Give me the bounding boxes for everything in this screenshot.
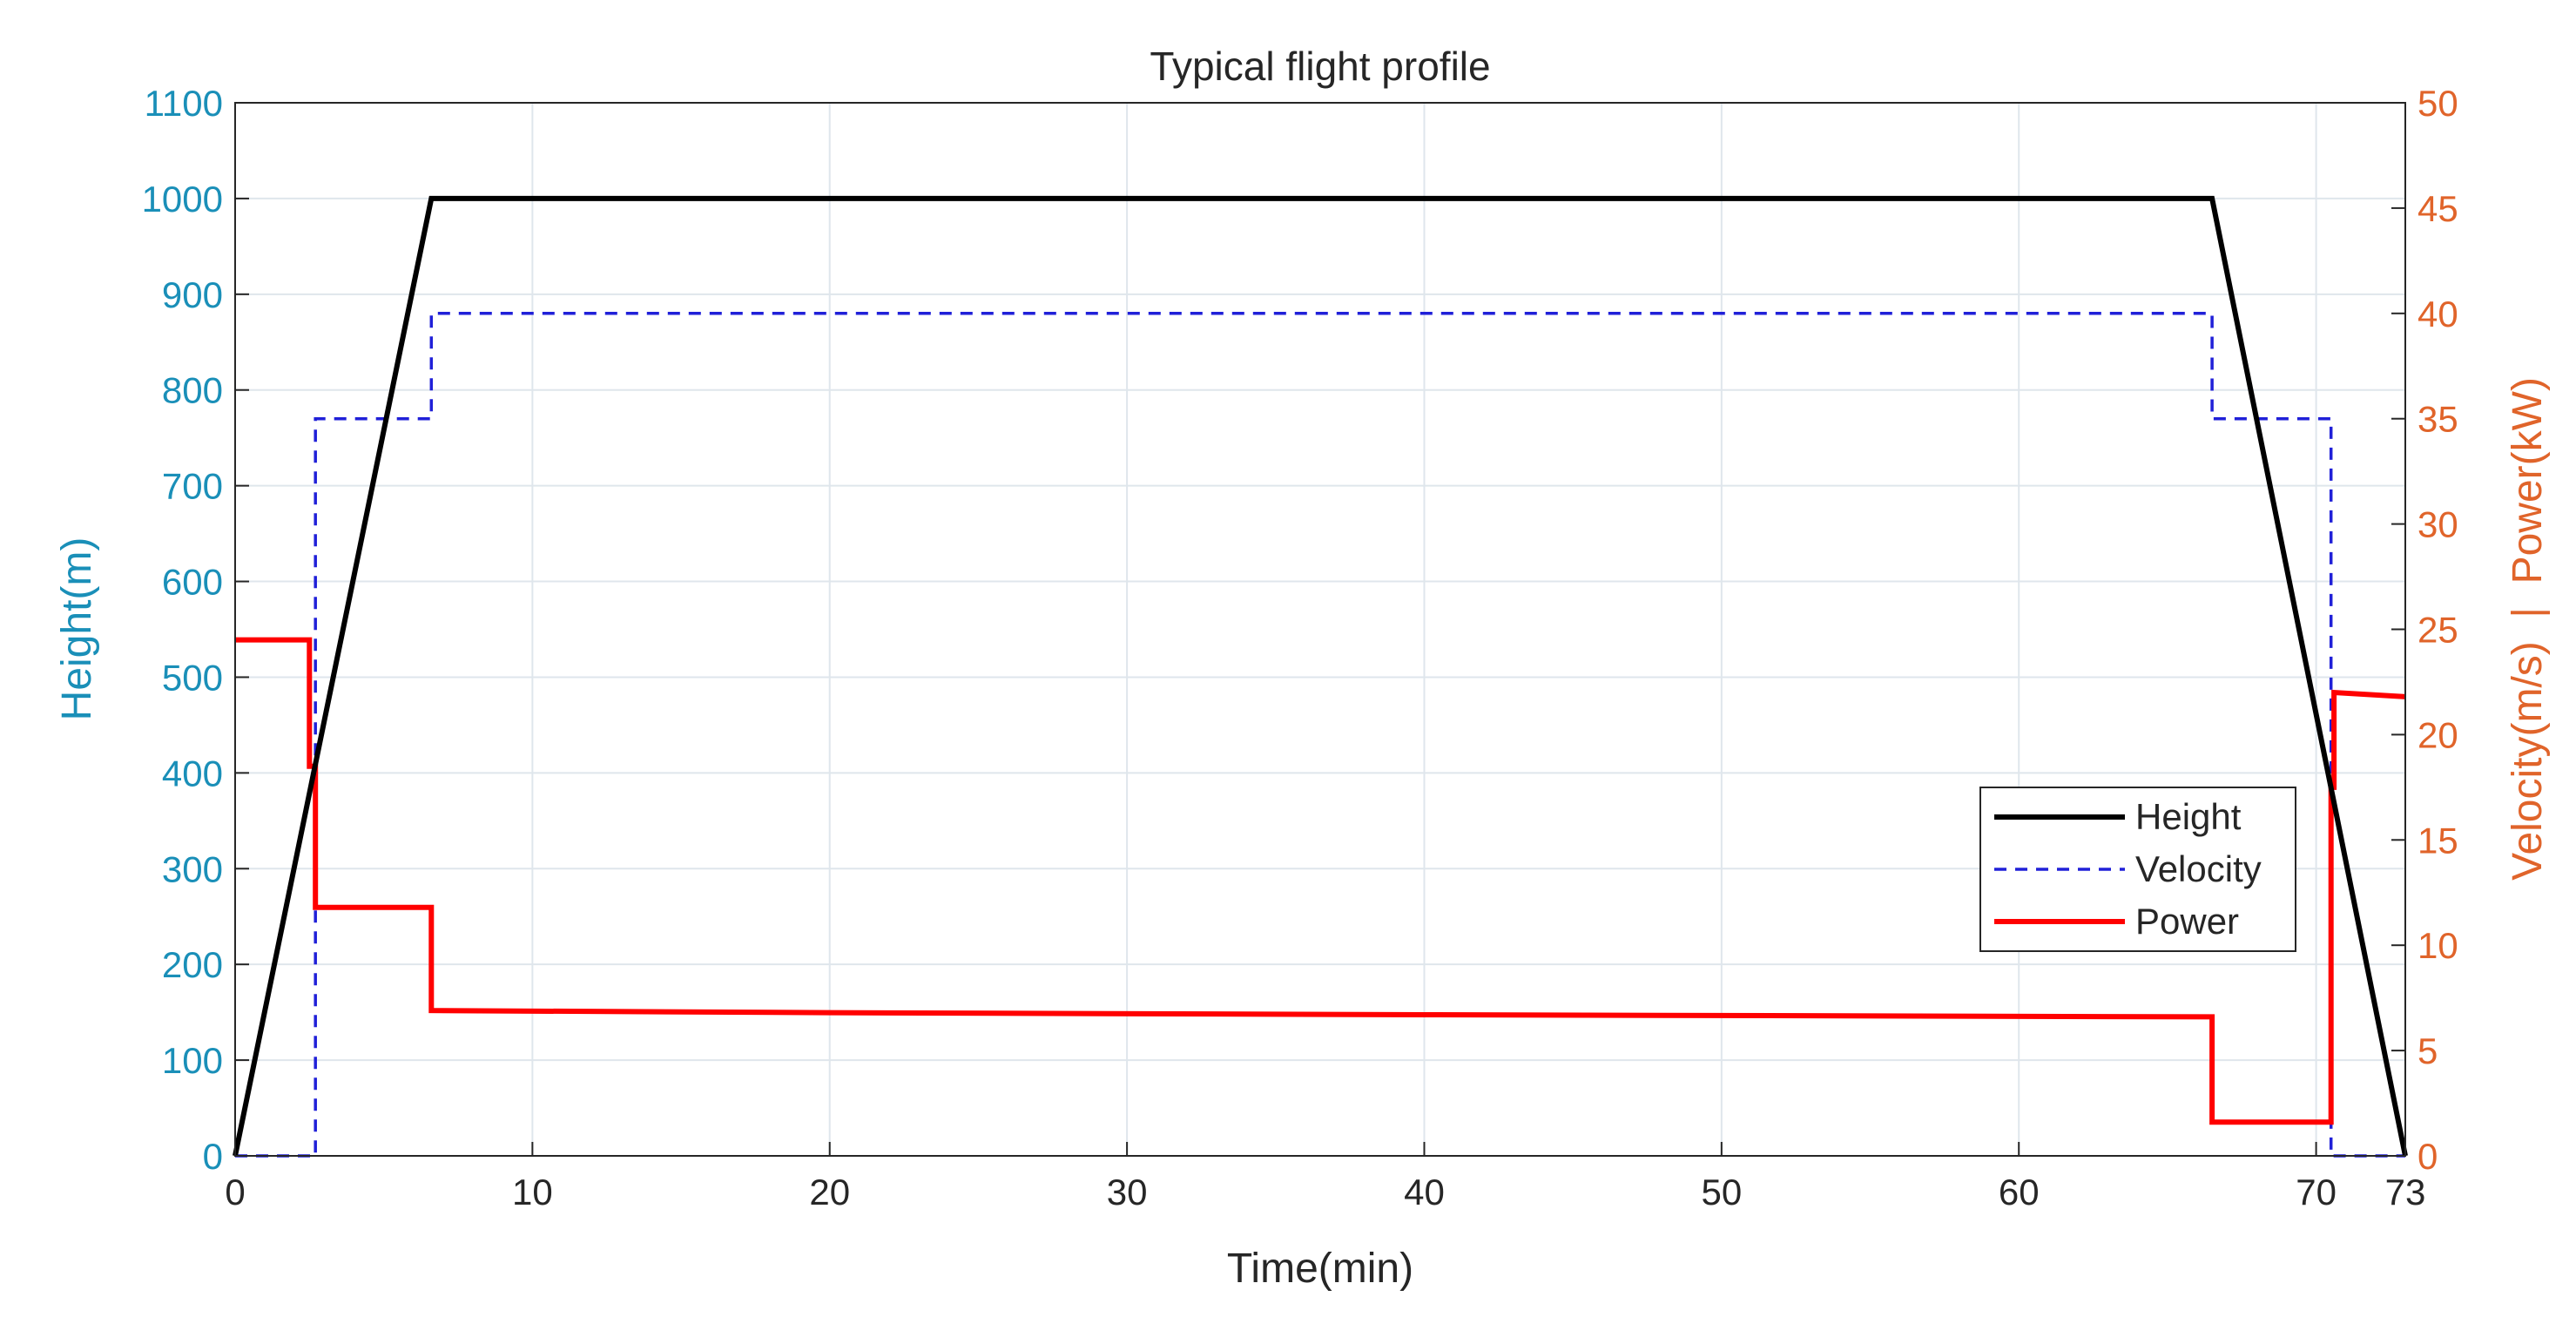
y-right-tick-label: 25 [2418,610,2458,651]
y-axis-right: 0 5 10 15 20 25 30 35 40 45 50 [2391,83,2458,1177]
y-right-tick-label: 0 [2418,1136,2438,1177]
x-tick-label: 50 [1701,1172,1742,1212]
series-line-height [233,195,2408,1157]
x-tick-label: 0 [225,1172,245,1212]
y-left-tick-label: 300 [162,848,223,889]
y-left-tick-label: 900 [162,274,223,315]
y-right-tick-label: 20 [2418,714,2458,755]
legend-label-height: Height [2135,796,2242,837]
y-axis-right-label: Velocity(m/s) | Power(kW) [2505,377,2551,881]
series-layer [233,195,2408,1158]
y-right-tick-label: 35 [2418,399,2458,440]
y-axis-left-label: Height(m) [54,537,100,721]
y-left-tick-label: 1100 [145,83,223,124]
x-tick-label: 10 [512,1172,553,1212]
y-right-tick-label: 50 [2418,83,2458,124]
y-left-tick-label: 1000 [142,179,223,220]
y-left-tick-label: 800 [162,370,223,411]
legend-label-velocity: Velocity [2135,848,2262,889]
legend-label-power: Power [2135,901,2239,942]
x-axis: 0 10 20 30 40 50 60 70 73 [225,1142,2425,1212]
y-left-tick-label: 200 [162,944,223,985]
y-left-tick-label: 400 [162,753,223,794]
y-right-tick-label: 15 [2418,820,2458,861]
x-tick-label: 70 [2296,1172,2337,1212]
y-left-tick-label: 0 [203,1136,223,1177]
chart-title: Typical flight profile [1150,44,1490,89]
x-tick-label: 60 [1999,1172,2040,1212]
y-axis-left: 0 100 200 300 400 500 600 700 800 900 1000 1100 [142,83,249,1177]
y-left-tick-label: 500 [162,657,223,698]
y-left-tick-label: 600 [162,562,223,603]
y-right-tick-label: 5 [2418,1030,2438,1071]
x-axis-label: Time(min) [1227,1246,1413,1292]
legend: Height Velocity Power [1979,787,2296,952]
x-tick-label: 30 [1107,1172,1148,1212]
y-right-tick-label: 40 [2418,294,2458,334]
plot-background [235,103,2405,1156]
y-right-tick-label: 10 [2418,925,2458,966]
y-left-tick-label: 700 [162,466,223,507]
y-right-tick-label: 30 [2418,504,2458,545]
x-tick-label: 73 [2385,1172,2426,1212]
y-left-tick-label: 100 [162,1040,223,1081]
x-tick-label: 20 [809,1172,850,1212]
y-right-tick-label: 45 [2418,188,2458,229]
x-tick-label: 40 [1404,1172,1445,1212]
